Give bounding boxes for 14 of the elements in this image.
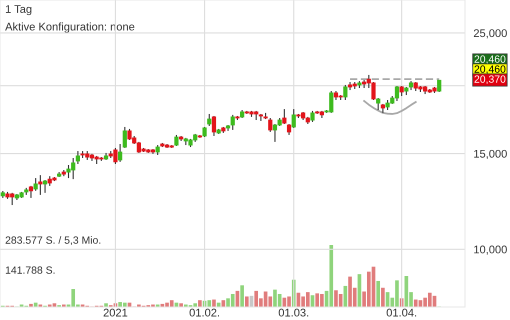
chart-subtitle: 1 Tag: [6, 5, 32, 16]
text: 20,460: [474, 65, 506, 74]
annotation: 141.788 S.: [6, 266, 55, 274]
annotation: 283.577 S. / 5,3 Mio.: [6, 236, 100, 246]
text: 20,370: [474, 75, 506, 84]
text: 20,460: [474, 55, 506, 64]
y-tick-label: 10,000: [474, 246, 507, 255]
x-tick-label: 01.04.: [386, 308, 416, 317]
x-tick-label: 01.02.: [190, 308, 220, 317]
annotation: Aktive Konfiguration: none: [5, 22, 134, 33]
y-tick-label: 15,000: [474, 150, 507, 160]
y-tick-label: 25,000: [474, 29, 507, 38]
x-tick-label: 01.03.: [278, 308, 308, 317]
x-tick-label: 2021: [104, 308, 128, 317]
